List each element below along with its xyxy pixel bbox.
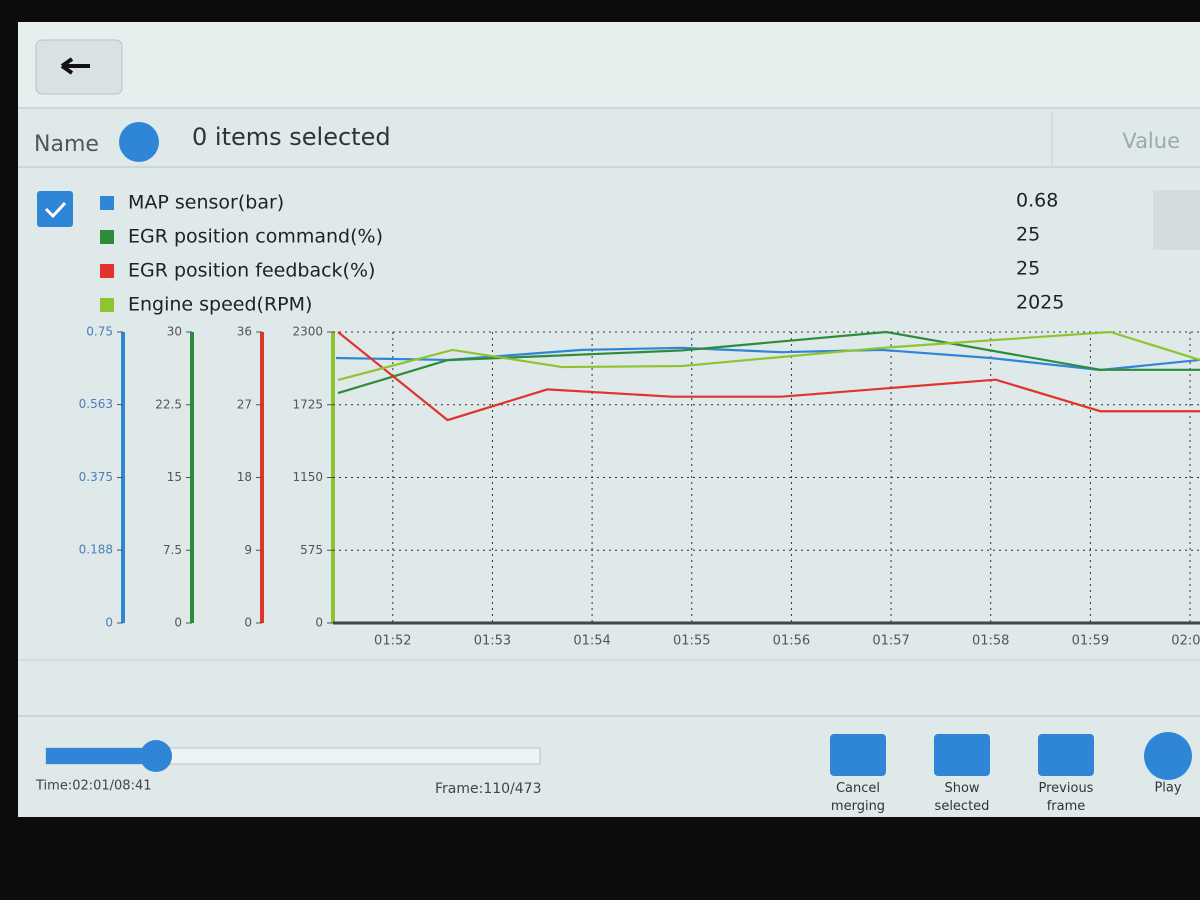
y-tick-label: 7.5 — [163, 543, 182, 557]
legend-swatch — [100, 298, 114, 312]
x-tick-label: 01:57 — [872, 634, 909, 649]
y-tick-label: 22.5 — [155, 397, 182, 411]
y-tick-label: 0 — [315, 616, 323, 630]
screen-bg — [18, 22, 1200, 817]
legend-label: Engine speed(RPM) — [128, 294, 312, 316]
sort-button[interactable] — [119, 122, 159, 162]
y-tick-label: 2300 — [292, 325, 323, 339]
y-tick-label: 0.188 — [79, 543, 113, 557]
reading: 25 — [1016, 224, 1040, 246]
button-label: Play — [1154, 781, 1181, 796]
play-icon[interactable] — [1144, 732, 1192, 780]
series-line — [337, 331, 1200, 422]
y-tick-label: 18 — [237, 470, 252, 484]
zoom-button[interactable] — [1153, 190, 1200, 250]
y-tick-label: 36 — [237, 325, 252, 339]
reading: 25 — [1016, 258, 1040, 280]
button-icon[interactable] — [934, 734, 990, 776]
name-header: Name — [34, 132, 99, 157]
slider-thumb[interactable] — [140, 740, 172, 772]
button-bar: Cancel merging Show selected Previous frame Pl… — [830, 732, 1192, 814]
y-tick-label: 1150 — [292, 470, 323, 484]
y-tick-label: 0.75 — [86, 325, 113, 339]
y-tick-label: 0 — [174, 616, 182, 630]
y-tick-label: 0.375 — [79, 470, 113, 484]
frame-label: Frame:110/473 — [435, 781, 542, 797]
legend-swatch — [100, 230, 114, 244]
value-header: Value — [1122, 129, 1180, 153]
series-line — [337, 330, 1200, 395]
legend-label: MAP sensor(bar) — [128, 192, 284, 214]
button-label: Previous frame — [1039, 781, 1094, 814]
legend-swatch — [100, 264, 114, 278]
button-icon[interactable] — [1038, 734, 1094, 776]
x-tick-label: 01:59 — [1072, 634, 1109, 649]
button-label: Cancel merging — [831, 781, 885, 814]
y-tick-label: 0 — [105, 616, 113, 630]
x-tick-label: 01:56 — [773, 634, 810, 649]
selection-count: 0 items selected — [192, 123, 391, 151]
x-tick-label: 01:54 — [573, 634, 610, 649]
x-tick-label: 01:58 — [972, 634, 1009, 649]
legend-label: EGR position command(%) — [128, 226, 383, 248]
button-label: Show selected — [935, 781, 990, 814]
y-tick-label: 15 — [167, 470, 182, 484]
reading: 0.68 — [1016, 190, 1058, 212]
back-icon — [60, 57, 90, 75]
legend-swatch — [100, 196, 114, 210]
y-tick-label: 1725 — [292, 397, 323, 411]
reading: 2025 — [1016, 292, 1064, 314]
legend-label: EGR position feedback(%) — [128, 260, 375, 282]
y-tick-label: 0.563 — [79, 397, 113, 411]
x-tick-label: 01:55 — [673, 634, 710, 649]
y-tick-label: 9 — [244, 543, 252, 557]
x-tick-label: 01:53 — [474, 634, 511, 649]
x-tick-label: 02:00 — [1171, 634, 1200, 649]
y-tick-label: 27 — [237, 397, 252, 411]
y-tick-label: 0 — [244, 616, 252, 630]
y-tick-label: 575 — [300, 543, 323, 557]
series-line — [337, 330, 1200, 382]
time-label: Time:02:01/08:41 — [35, 779, 152, 794]
top-bar — [18, 22, 1200, 107]
check-icon — [44, 201, 67, 219]
button-icon[interactable] — [830, 734, 886, 776]
y-tick-label: 30 — [167, 325, 182, 339]
slider-fill — [46, 748, 156, 764]
checkbox[interactable] — [37, 191, 73, 227]
x-tick-label: 01:52 — [374, 634, 411, 649]
